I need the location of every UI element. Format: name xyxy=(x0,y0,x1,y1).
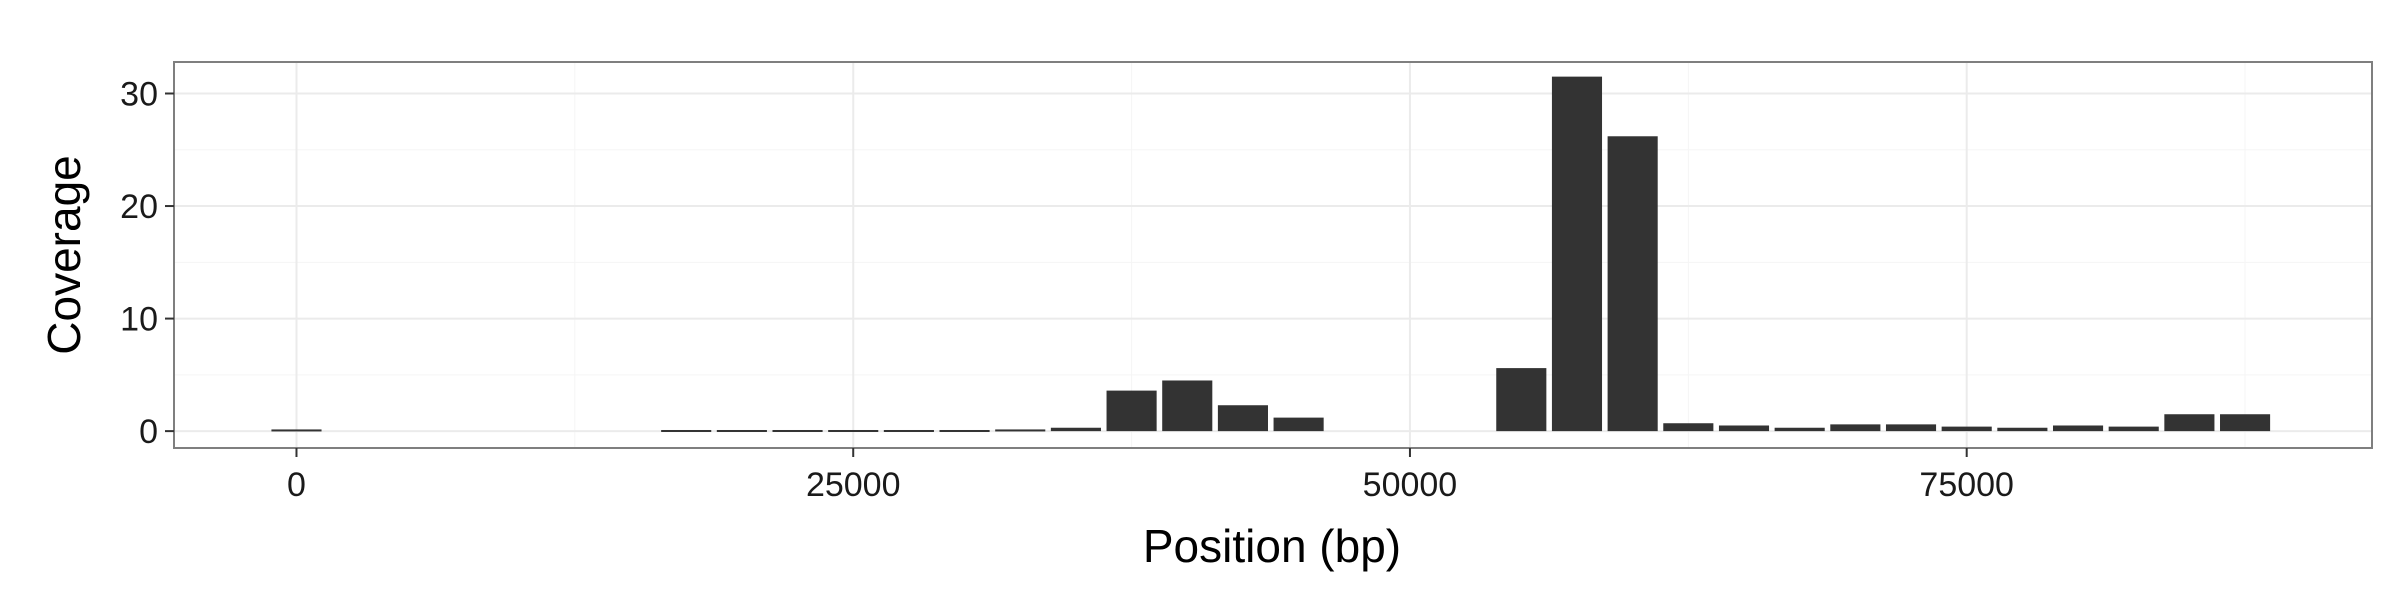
bar xyxy=(661,429,712,432)
bar xyxy=(1830,424,1881,432)
y-tick-label: 30 xyxy=(120,76,158,114)
bar xyxy=(1997,427,2048,432)
bar xyxy=(1050,427,1101,432)
bar xyxy=(716,429,767,432)
bar xyxy=(2164,414,2215,432)
bar xyxy=(883,429,934,432)
bar xyxy=(1217,405,1268,432)
bar xyxy=(1663,423,1714,432)
x-tick-label: 50000 xyxy=(1363,466,1458,504)
bar xyxy=(939,429,990,432)
bars xyxy=(271,76,2271,432)
axis-ticks: 0 25000 50000 75000 0 10 20 30 xyxy=(120,76,2014,504)
bar xyxy=(1607,136,1658,432)
x-axis-title: Position (bp) xyxy=(1143,520,1401,572)
y-tick-label: 20 xyxy=(120,188,158,226)
bar xyxy=(1273,417,1324,432)
bar xyxy=(1774,427,1825,432)
x-tick-label: 25000 xyxy=(806,466,901,504)
y-tick-label: 10 xyxy=(120,301,158,339)
x-tick-label: 75000 xyxy=(1919,466,2014,504)
bar xyxy=(1551,76,1603,432)
y-tick-label: 0 xyxy=(139,413,158,451)
bar xyxy=(2108,426,2159,432)
bar xyxy=(995,429,1046,432)
bar xyxy=(2052,425,2104,432)
bar xyxy=(828,429,879,432)
bar xyxy=(1885,424,1937,432)
x-tick-label: 0 xyxy=(287,466,306,504)
bar xyxy=(1718,425,1770,432)
bar xyxy=(772,429,823,432)
plot-panel xyxy=(174,62,2372,448)
grid-lines xyxy=(174,62,2372,448)
bar xyxy=(1496,368,1547,432)
bar xyxy=(2220,414,2271,432)
y-axis-title: Coverage xyxy=(38,155,90,354)
bar xyxy=(271,429,322,432)
bar xyxy=(1106,390,1157,432)
bar xyxy=(1162,380,1213,432)
bar xyxy=(1941,426,1992,432)
panel-border xyxy=(173,61,2373,449)
